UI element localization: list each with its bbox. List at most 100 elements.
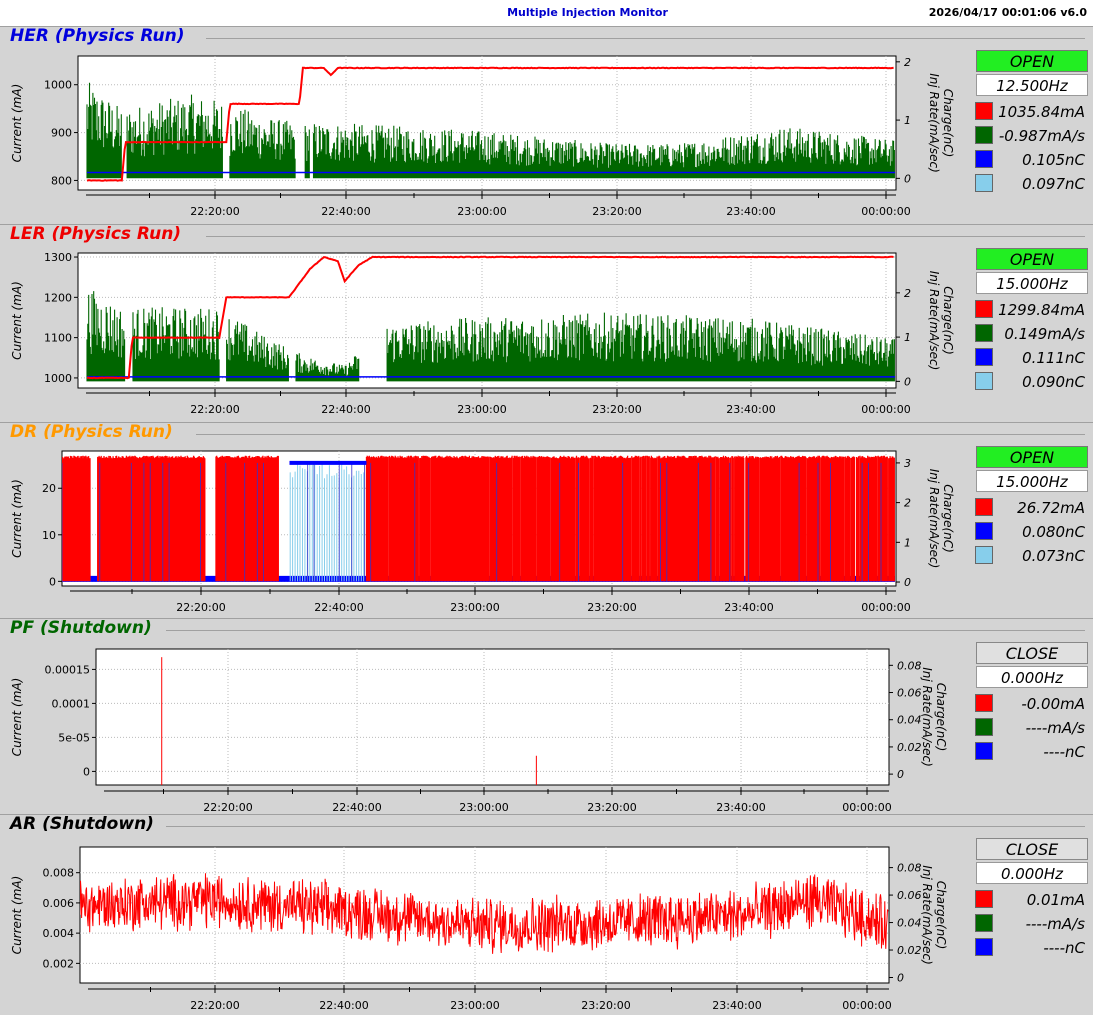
legend-swatch [975, 102, 993, 120]
x-tick-label: 00:00:00 [861, 403, 910, 416]
legend-item: ----nC [975, 740, 1093, 764]
legend-swatch [975, 324, 993, 342]
app-title: Multiple Injection Monitor [507, 6, 668, 19]
legend-swatch [975, 126, 993, 144]
y-axis-label: Current (mA) [10, 876, 24, 955]
legend-swatch [975, 498, 993, 516]
legend-item: ----mA/s [975, 912, 1093, 936]
ler-frequency: 15.000Hz [976, 272, 1088, 294]
x-tick-label: 22:40:00 [321, 403, 370, 416]
y2-axis-label: Charge(nC) [934, 881, 948, 950]
y2-tick-label: 2 [904, 56, 911, 69]
x-tick-label: 23:40:00 [726, 403, 775, 416]
y-tick-label: 1100 [44, 332, 72, 345]
dr-chart: 22:20:00 22:40:00 23:00:00 23:20:00 23:40:00… [10, 450, 955, 614]
x-tick-label: 22:40:00 [314, 601, 363, 614]
timestamp: 2026/04/17 00:01:06 v6.0 [928, 6, 1087, 19]
dr-frequency: 15.000Hz [976, 470, 1088, 492]
legend-item: 0.111nC [975, 346, 1093, 370]
x-tick-label: 23:40:00 [712, 999, 761, 1012]
legend-swatch [975, 718, 993, 736]
x-tick-label: 22:20:00 [190, 205, 239, 218]
y2-tick-label: 1 [904, 331, 911, 344]
x-tick-label: 23:00:00 [457, 403, 506, 416]
current-series [86, 66, 894, 182]
legend-swatch [975, 372, 993, 390]
legend-swatch [975, 546, 993, 564]
y2-tick-label: 1 [904, 536, 911, 549]
x-tick-label: 00:00:00 [842, 999, 891, 1012]
x-tick-label: 23:20:00 [581, 999, 630, 1012]
y2-axis-label: Charge(nC) [941, 89, 955, 158]
legend-swatch [975, 348, 993, 366]
panel-separator [0, 422, 1093, 423]
current-series [62, 455, 895, 582]
y-tick-label: 0.004 [43, 927, 75, 940]
y2-axis-label: Inj Rate(mA/sec) [927, 271, 941, 371]
legend-value: 1299.84mA [998, 301, 1085, 319]
x-tick-label: 23:00:00 [459, 801, 508, 814]
legend-value: ----mA/s [1025, 915, 1085, 933]
y2-axis-label: Inj Rate(mA/sec) [927, 469, 941, 569]
panel-separator [0, 26, 1093, 27]
y-tick-label: 0.0001 [52, 697, 91, 710]
x-tick-label: 00:00:00 [861, 601, 910, 614]
legend-value: ----mA/s [1025, 719, 1085, 737]
y-axis-label: Current (mA) [10, 84, 24, 163]
y-tick-label: 10 [42, 529, 56, 542]
x-tick-label: 23:40:00 [726, 205, 775, 218]
legend-value: 0.111nC [1022, 349, 1085, 367]
dr-status-indicator: OPEN [976, 446, 1088, 468]
legend-value: 0.105nC [1022, 151, 1085, 169]
y2-tick-label: 2 [904, 497, 911, 510]
y-axis-label: Current (mA) [10, 281, 24, 360]
x-tick-label: 23:40:00 [716, 801, 765, 814]
legend-item: -0.987mA/s [975, 124, 1093, 148]
y-axis-label: Current (mA) [10, 479, 24, 558]
x-tick-label: 22:40:00 [321, 205, 370, 218]
y2-axis-label: Charge(nC) [941, 484, 955, 553]
legend-swatch [975, 938, 993, 956]
y2-tick-label: 2 [904, 287, 911, 300]
injection-rate-series [86, 291, 895, 382]
her-status-indicator: OPEN [976, 50, 1088, 72]
x-tick-label: 22:20:00 [190, 999, 239, 1012]
title-rule [166, 826, 1085, 827]
x-tick-label: 23:00:00 [450, 601, 499, 614]
y-tick-label: 0 [49, 575, 56, 588]
legend-value: 0.149mA/s [1004, 325, 1085, 343]
legend-item: ----mA/s [975, 716, 1093, 740]
y-tick-label: 1300 [44, 251, 72, 264]
x-tick-label: 23:20:00 [592, 205, 641, 218]
ar-ring-title: AR (Shutdown) [10, 814, 154, 834]
legend-item: 0.073nC [975, 544, 1093, 568]
legend-item: 1299.84mA [975, 298, 1093, 322]
current-series [80, 873, 889, 954]
top-bar: Multiple Injection Monitor 2026/04/17 00… [0, 0, 1093, 26]
legend-value: 1035.84mA [998, 103, 1085, 121]
legend-swatch [975, 300, 993, 318]
legend-swatch [975, 890, 993, 908]
pf-status-indicator: CLOSE [976, 642, 1088, 664]
y2-tick-label: 0.06 [897, 687, 922, 700]
legend-value: -0.00mA [1021, 695, 1085, 713]
legend-swatch [975, 522, 993, 540]
x-tick-label: 23:40:00 [724, 601, 773, 614]
y2-axis-label: Inj Rate(mA/sec) [920, 865, 934, 965]
x-tick-label: 22:20:00 [203, 801, 252, 814]
y2-tick-label: 3 [904, 457, 911, 470]
y-tick-label: 800 [51, 174, 72, 187]
ler-panel: LER (Physics Run) OPEN 15.000Hz 1299.84mA 0.… [0, 224, 1093, 422]
injection-rate-series [86, 82, 895, 179]
y-tick-label: 0.002 [43, 957, 75, 970]
current-series [86, 255, 894, 380]
legend-swatch [975, 914, 993, 932]
legend-swatch [975, 150, 993, 168]
charge-spike-series [62, 462, 882, 582]
legend-item: 1035.84mA [975, 100, 1093, 124]
ler-ring-title: LER (Physics Run) [10, 224, 182, 244]
y-tick-label: 0.00015 [45, 663, 91, 676]
her-chart: 22:20:00 22:40:00 23:00:00 23:20:00 23:40:00… [10, 55, 955, 218]
legend-value: 0.090nC [1022, 373, 1085, 391]
